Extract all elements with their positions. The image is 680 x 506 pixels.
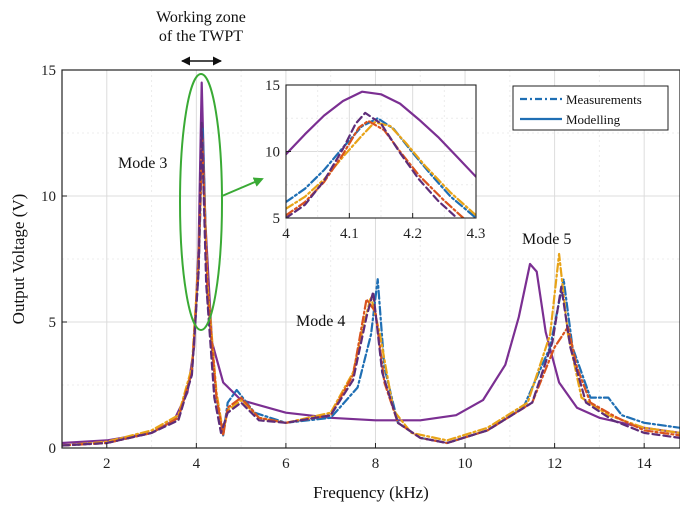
x-tick-label: 4.2 — [403, 226, 422, 242]
legend-box — [512, 85, 669, 131]
main-plot-frame — [61, 69, 680, 449]
x-tick-label: 10 — [458, 456, 473, 472]
legend: Measurements Modelling — [512, 85, 669, 131]
x-tick-label: 14 — [637, 456, 653, 472]
inset-series-group — [286, 90, 476, 218]
y-axis-title: Output Voltage (V) — [9, 194, 28, 325]
series-line-5 — [286, 111, 459, 218]
y-tick-label: 15 — [41, 63, 56, 79]
y-tick-label: 5 — [273, 211, 281, 227]
x-tick-label: 4 — [282, 226, 290, 242]
series-line-1 — [286, 90, 476, 178]
working-zone-label-line1: Working zone — [156, 9, 246, 26]
x-tick-label: 4.1 — [340, 226, 359, 242]
y-tick-label: 10 — [41, 189, 56, 205]
mode4-label: Mode 4 — [296, 313, 345, 330]
inset-ticks: 4 4.1 4.2 4.3 5 10 15 — [265, 78, 485, 242]
mode5-label: Mode 5 — [522, 231, 571, 248]
legend-label-measurements: Measurements — [566, 92, 642, 107]
series-line-4 — [286, 119, 465, 218]
series-line-5 — [62, 121, 680, 447]
mode3-highlight-ellipse — [179, 73, 223, 331]
x-tick-label: 4.3 — [467, 226, 486, 242]
legend-label-modelling: Modelling — [566, 112, 621, 127]
series-line-2 — [286, 117, 476, 218]
x-tick-label: 2 — [103, 456, 111, 472]
series-line-3 — [286, 121, 476, 217]
y-tick-label: 10 — [265, 145, 280, 161]
x-tick-label: 8 — [372, 456, 380, 472]
x-tick-label: 12 — [547, 456, 562, 472]
y-tick-label: 15 — [265, 78, 280, 94]
working-zone-label-line2: of the TWPT — [159, 28, 243, 45]
x-tick-label: 4 — [193, 456, 201, 472]
main-ticks: 2 4 6 8 10 12 14 0 5 10 15 — [41, 63, 652, 472]
y-tick-label: 5 — [49, 315, 57, 331]
x-tick-label: 6 — [282, 456, 290, 472]
x-axis-title: Frequency (kHz) — [313, 483, 429, 502]
main-series-group — [62, 81, 680, 447]
zoom-arrow — [221, 177, 264, 197]
y-tick-label: 0 — [49, 441, 57, 457]
mode3-label: Mode 3 — [118, 155, 167, 172]
